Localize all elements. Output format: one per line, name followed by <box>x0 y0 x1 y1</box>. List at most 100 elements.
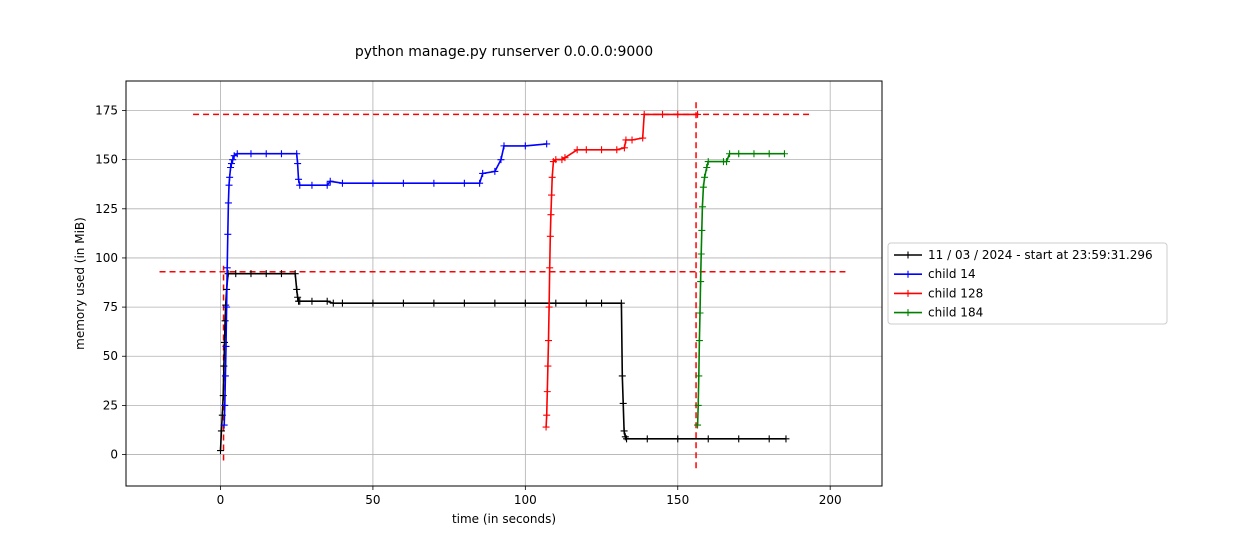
data-point <box>326 177 334 185</box>
data-point <box>323 181 331 189</box>
data-point <box>295 175 303 183</box>
grid-lines <box>126 81 882 486</box>
data-point <box>643 435 651 443</box>
data-point <box>227 160 235 168</box>
data-point <box>620 144 628 152</box>
data-point <box>613 146 621 154</box>
data-point <box>369 299 377 307</box>
series-3 <box>694 150 788 429</box>
legend-marker <box>904 270 912 278</box>
data-point <box>622 136 630 144</box>
data-point <box>704 158 712 166</box>
data-point <box>695 372 703 380</box>
data-point <box>227 164 235 172</box>
data-point <box>277 150 285 158</box>
data-point <box>222 342 230 350</box>
data-point <box>329 299 337 307</box>
data-point <box>723 158 731 166</box>
data-point <box>620 427 628 435</box>
data-point <box>546 264 554 272</box>
data-point <box>223 303 231 311</box>
data-point <box>697 278 705 286</box>
data-point <box>277 270 285 278</box>
x-tick-label: 200 <box>819 493 842 507</box>
data-point <box>561 154 569 162</box>
data-point <box>674 110 682 118</box>
data-point <box>220 421 228 429</box>
data-point <box>247 270 255 278</box>
data-point <box>694 401 702 409</box>
data-point <box>323 297 331 305</box>
series-2 <box>542 110 702 431</box>
data-point <box>338 179 346 187</box>
data-point <box>497 156 505 164</box>
data-point <box>224 199 232 207</box>
data-point <box>548 173 556 181</box>
data-point <box>765 435 773 443</box>
data-point <box>628 136 636 144</box>
data-point <box>582 299 590 307</box>
data-point <box>735 435 743 443</box>
data-point <box>697 250 705 258</box>
data-point <box>598 299 606 307</box>
data-point <box>232 270 240 278</box>
legend-label: 11 / 03 / 2024 - start at 23:59:31.296 <box>928 248 1153 262</box>
plot-frame <box>125 80 883 487</box>
data-point <box>223 264 231 272</box>
data-point <box>220 338 228 346</box>
data-point <box>750 150 758 158</box>
data-point <box>703 164 711 172</box>
data-point <box>294 160 302 168</box>
data-point <box>542 423 550 431</box>
data-point <box>619 399 627 407</box>
data-point <box>476 179 484 187</box>
data-point <box>547 211 555 219</box>
data-point <box>293 150 301 158</box>
x-tick-label: 150 <box>666 493 689 507</box>
data-point <box>294 293 302 301</box>
data-point <box>782 435 790 443</box>
data-point <box>291 270 299 278</box>
data-point <box>491 299 499 307</box>
data-point <box>308 297 316 305</box>
x-tick-label: 100 <box>514 493 537 507</box>
data-point <box>399 299 407 307</box>
data-point <box>500 142 508 150</box>
data-point <box>726 150 734 158</box>
legend-marker <box>904 251 912 259</box>
legend-box <box>887 242 1168 325</box>
data-point <box>224 270 232 278</box>
data-point <box>701 173 709 181</box>
data-point <box>491 167 499 175</box>
y-tick-label: 50 <box>103 349 118 363</box>
data-point <box>521 299 529 307</box>
legend: 11 / 03 / 2024 - start at 23:59:31.296 ch… <box>887 242 1168 325</box>
data-point <box>546 232 554 240</box>
legend-label: child 184 <box>928 306 983 320</box>
data-point <box>460 299 468 307</box>
legend-marker <box>904 309 912 317</box>
data-point <box>545 337 553 345</box>
data-point <box>221 317 229 325</box>
data-point <box>548 191 556 199</box>
y-tick-label: 25 <box>103 398 118 412</box>
x-tick-label: 50 <box>365 493 380 507</box>
y-tick-label: 175 <box>95 103 118 117</box>
data-point <box>479 169 487 177</box>
data-point <box>659 110 667 118</box>
series-lines <box>217 110 790 455</box>
data-point <box>229 156 237 164</box>
data-point <box>623 435 631 443</box>
legend-label: child 14 <box>928 267 976 281</box>
data-point <box>221 372 229 380</box>
y-tick-label: 75 <box>103 300 118 314</box>
data-point <box>262 270 270 278</box>
data-point <box>639 134 647 142</box>
series-line <box>219 272 786 451</box>
data-point <box>224 230 232 238</box>
data-point <box>430 179 438 187</box>
data-point <box>704 435 712 443</box>
data-point <box>543 388 551 396</box>
data-point <box>369 179 377 187</box>
